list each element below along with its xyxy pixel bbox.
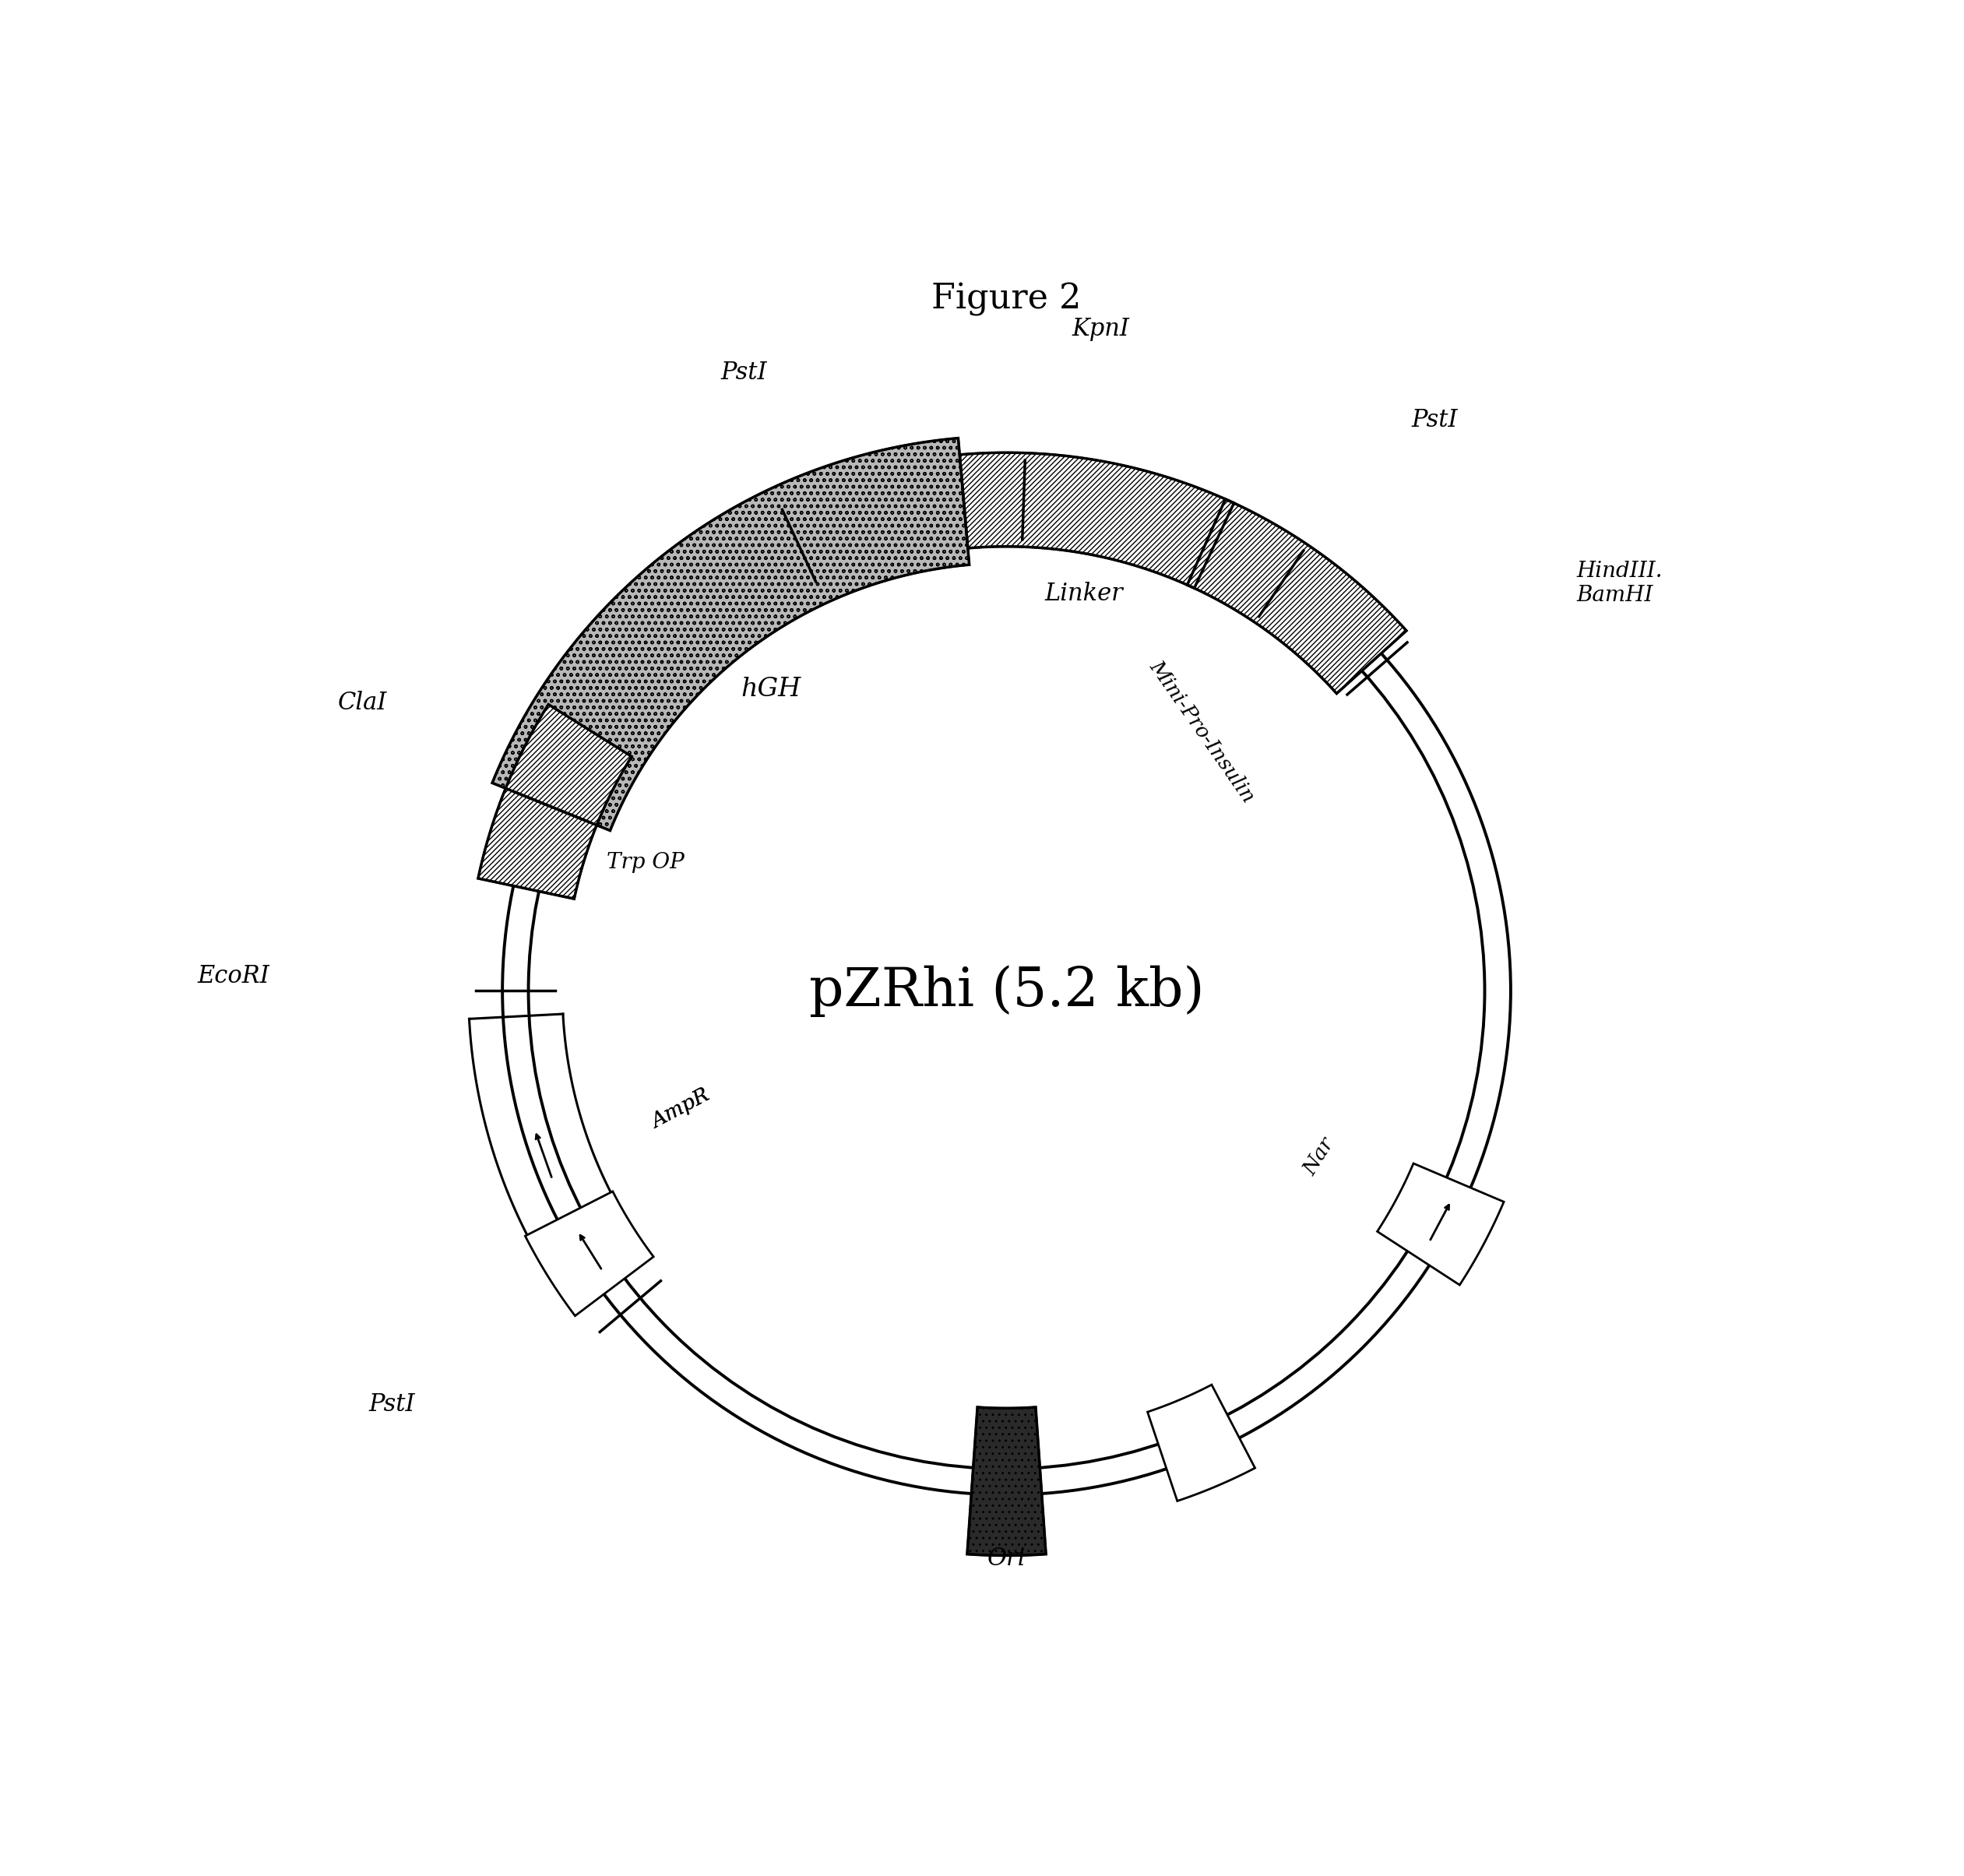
Text: KpnI: KpnI <box>1072 317 1129 341</box>
Polygon shape <box>477 704 632 899</box>
Text: Trp OP: Trp OP <box>607 852 683 872</box>
Polygon shape <box>1147 1384 1255 1501</box>
Polygon shape <box>960 452 1233 589</box>
Text: hGH: hGH <box>740 677 801 702</box>
Text: HindIII.
BamHI: HindIII. BamHI <box>1577 561 1664 606</box>
Text: Figure 2: Figure 2 <box>931 283 1082 317</box>
Polygon shape <box>524 1191 654 1315</box>
Text: Mini-Pro-Insulin: Mini-Pro-Insulin <box>1145 657 1259 807</box>
Text: AmpR: AmpR <box>648 1086 713 1133</box>
Text: PstI: PstI <box>369 1392 414 1416</box>
Polygon shape <box>1377 1163 1504 1285</box>
Text: ClaI: ClaI <box>338 690 387 715</box>
Text: AmpR: AmpR <box>648 1086 713 1133</box>
Text: Nar: Nar <box>1300 1135 1337 1178</box>
Text: PstI: PstI <box>721 360 768 385</box>
Text: Ori: Ori <box>988 1548 1025 1570</box>
Text: EcoRI: EcoRI <box>198 964 269 989</box>
Polygon shape <box>966 1407 1047 1555</box>
Polygon shape <box>493 439 970 831</box>
Text: Linker: Linker <box>1045 582 1123 606</box>
Text: PstI: PstI <box>1412 409 1457 433</box>
Text: pZRhi (5.2 kb): pZRhi (5.2 kb) <box>809 964 1204 1017</box>
Polygon shape <box>1186 499 1406 694</box>
